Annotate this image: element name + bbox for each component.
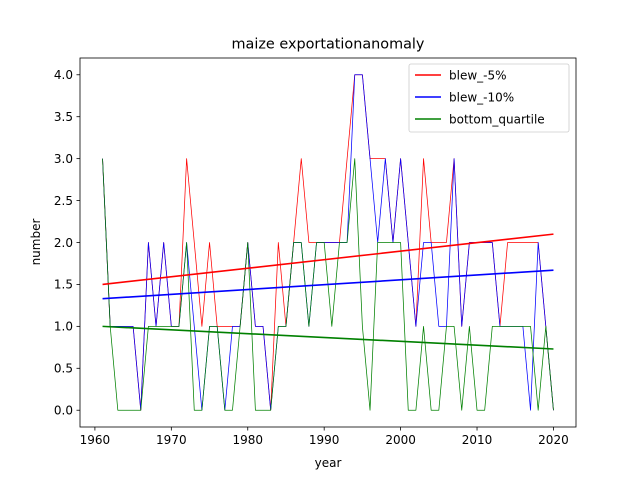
y-tick-label: 1.5: [54, 278, 73, 292]
legend-label-2: blew_-10%: [449, 90, 514, 104]
y-tick-label: 3.5: [54, 110, 73, 124]
x-tick-label: 1990: [309, 433, 340, 447]
y-tick-label: 0.0: [54, 404, 73, 418]
plot-area: [102, 74, 554, 411]
x-tick-label: 1960: [80, 433, 111, 447]
trend-line-3: [102, 325, 554, 350]
legend-box: [408, 63, 570, 133]
legend: blew_-5% blew_-10% bottom_quartile: [408, 63, 570, 133]
x-tick-label: 1980: [232, 433, 263, 447]
trend-line-2: [102, 269, 554, 300]
x-tick-label: 2020: [538, 433, 569, 447]
trend-line-1: [102, 233, 554, 286]
x-tick-label: 2010: [462, 433, 493, 447]
y-tick-label: 2.5: [54, 194, 73, 208]
y-tick-label: 1.0: [54, 320, 73, 334]
y-axis-title: number: [29, 219, 43, 266]
x-tick-label: 2000: [385, 433, 416, 447]
y-tick-label: 0.5: [54, 362, 73, 376]
axes: 1960 1970 1980 1990 2000 2010 2020 0.0 0.5 1.0 1.5…: [54, 57, 577, 447]
x-axis-title: year: [315, 456, 342, 470]
x-tick-label: 1970: [156, 433, 187, 447]
y-tick-label: 3.0: [54, 152, 73, 166]
y-tick-label: 2.0: [54, 236, 73, 250]
y-tick-label: 4.0: [54, 68, 73, 82]
legend-label-1: blew_-5%: [449, 68, 507, 82]
chart-title: maize exportationanomaly: [232, 37, 425, 53]
legend-label-3: bottom_quartile: [449, 112, 545, 126]
